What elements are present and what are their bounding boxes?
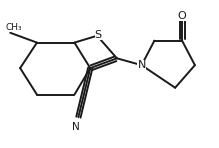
Text: CH₃: CH₃: [5, 23, 22, 32]
Text: S: S: [95, 30, 102, 40]
Text: N: N: [72, 122, 79, 132]
Text: N: N: [137, 60, 146, 70]
Text: O: O: [178, 11, 186, 21]
